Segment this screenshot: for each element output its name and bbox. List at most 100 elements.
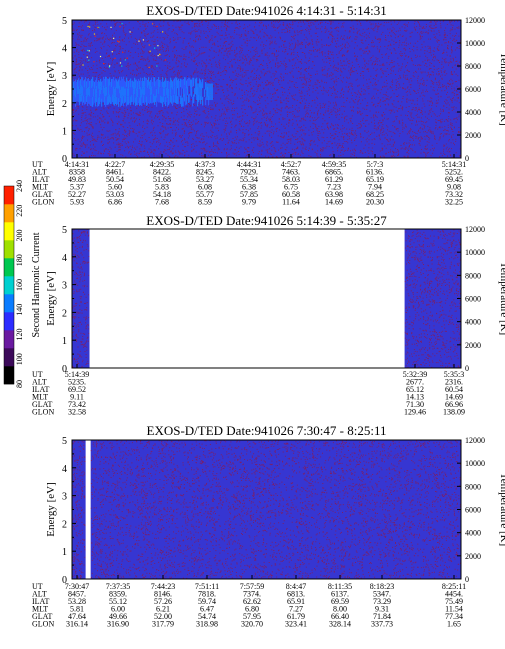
band-cell bbox=[191, 79, 193, 89]
band-cell bbox=[91, 88, 93, 98]
band-cell bbox=[149, 89, 151, 97]
table-cell: 6.86 bbox=[108, 198, 122, 207]
table-row-label: GLAT bbox=[32, 190, 53, 199]
table-row-label: GLAT bbox=[32, 612, 53, 621]
table-cell: 8:18:23 bbox=[370, 582, 394, 591]
band-cell bbox=[171, 87, 173, 96]
band-cell bbox=[77, 79, 79, 87]
y2-tick-label: 2000 bbox=[465, 341, 481, 350]
table-cell: 2677. bbox=[406, 378, 424, 387]
heatmap-speckle bbox=[72, 441, 86, 579]
band-cell bbox=[134, 85, 136, 95]
band-cell bbox=[110, 96, 112, 105]
table-cell: 7.68 bbox=[155, 198, 169, 207]
band-cell bbox=[139, 89, 141, 98]
band-cell bbox=[79, 88, 81, 97]
y-axis-label: Energy [eV] bbox=[45, 271, 57, 325]
band-cell bbox=[176, 77, 178, 87]
table-cell: 5:35:3 bbox=[444, 370, 464, 379]
colorbar-segment bbox=[4, 276, 14, 295]
table-cell: 6.38 bbox=[242, 183, 256, 192]
y-tick-label: 3 bbox=[62, 281, 67, 292]
table-row-label: GLON bbox=[32, 408, 54, 417]
band-cell bbox=[155, 88, 157, 96]
band-cell bbox=[74, 88, 76, 96]
band-cell bbox=[186, 96, 188, 105]
energy-band bbox=[72, 76, 213, 107]
band-cell bbox=[85, 77, 87, 87]
band-cell bbox=[162, 77, 164, 88]
band-cell bbox=[83, 80, 85, 88]
band-cell bbox=[172, 81, 174, 90]
band-cell bbox=[197, 96, 199, 107]
data-region-2 bbox=[90, 440, 461, 579]
band-cell bbox=[145, 86, 147, 95]
band-cell bbox=[92, 86, 94, 97]
table-cell: 71.84 bbox=[373, 612, 391, 621]
band-cell bbox=[119, 76, 121, 86]
band-cell bbox=[160, 95, 162, 103]
band-cell bbox=[146, 96, 148, 106]
colorbar-tick-label: 200 bbox=[15, 230, 24, 242]
band-cell bbox=[149, 96, 151, 105]
y-tick-label: 0 bbox=[62, 154, 67, 165]
band-cell bbox=[85, 95, 87, 105]
y2-tick-label: 0 bbox=[465, 154, 469, 163]
band-cell bbox=[83, 95, 85, 103]
band-cell bbox=[123, 96, 125, 107]
band-cell bbox=[185, 77, 187, 87]
y2-axis-label: Temperature [K] bbox=[498, 262, 505, 335]
band-cell bbox=[93, 88, 95, 97]
y2-tick-label: 0 bbox=[465, 364, 469, 373]
band-cell bbox=[196, 77, 198, 87]
colorbar-tick-label: 180 bbox=[15, 254, 24, 266]
band-cell bbox=[87, 87, 89, 97]
band-cell bbox=[136, 88, 138, 97]
y-tick-label: 5 bbox=[62, 225, 67, 236]
y2-tick-label: 0 bbox=[465, 575, 469, 584]
band-cell bbox=[166, 87, 168, 95]
band-cell bbox=[169, 96, 171, 104]
table-cell: 73.29 bbox=[373, 597, 391, 606]
band-cell bbox=[205, 81, 207, 90]
band-cell bbox=[188, 77, 190, 87]
band-cell bbox=[157, 86, 159, 95]
band-cell bbox=[153, 85, 155, 95]
band-cell bbox=[94, 81, 96, 89]
colorbar-segment bbox=[4, 258, 14, 277]
table-cell: 11.64 bbox=[282, 198, 300, 207]
band-cell bbox=[110, 81, 112, 90]
band-cell bbox=[84, 79, 86, 88]
colorbar-segment bbox=[4, 240, 14, 259]
band-cell bbox=[104, 78, 106, 88]
dot bbox=[121, 23, 123, 25]
colorbar-segment bbox=[4, 348, 14, 367]
band-cell bbox=[171, 95, 173, 104]
table-cell: 62.62 bbox=[243, 597, 261, 606]
band-cell bbox=[172, 89, 174, 98]
table-cell: 68.25 bbox=[366, 190, 384, 199]
y2-tick-label: 10000 bbox=[465, 248, 485, 257]
dot bbox=[138, 40, 140, 42]
table-cell: 7929. bbox=[240, 168, 258, 177]
band-cell bbox=[156, 88, 158, 98]
table-cell: 65.19 bbox=[366, 175, 384, 184]
band-cell bbox=[187, 79, 189, 87]
heatmap-speckle bbox=[72, 229, 90, 368]
dot bbox=[116, 40, 119, 42]
band-cell bbox=[80, 86, 82, 95]
table-cell: 59.74 bbox=[198, 597, 216, 606]
table-cell: 4454. bbox=[445, 590, 463, 599]
band-cell bbox=[202, 79, 204, 88]
band-cell bbox=[92, 96, 94, 107]
dot bbox=[119, 26, 121, 28]
band-cell bbox=[141, 97, 143, 106]
table-cell: 5235. bbox=[68, 378, 86, 387]
band-cell bbox=[170, 94, 172, 103]
band-cell bbox=[190, 87, 192, 96]
table-cell: 65.12 bbox=[406, 385, 424, 394]
band-cell bbox=[128, 96, 130, 105]
band-cell bbox=[167, 98, 169, 107]
band-cell bbox=[188, 94, 190, 103]
plot-area bbox=[72, 229, 461, 368]
